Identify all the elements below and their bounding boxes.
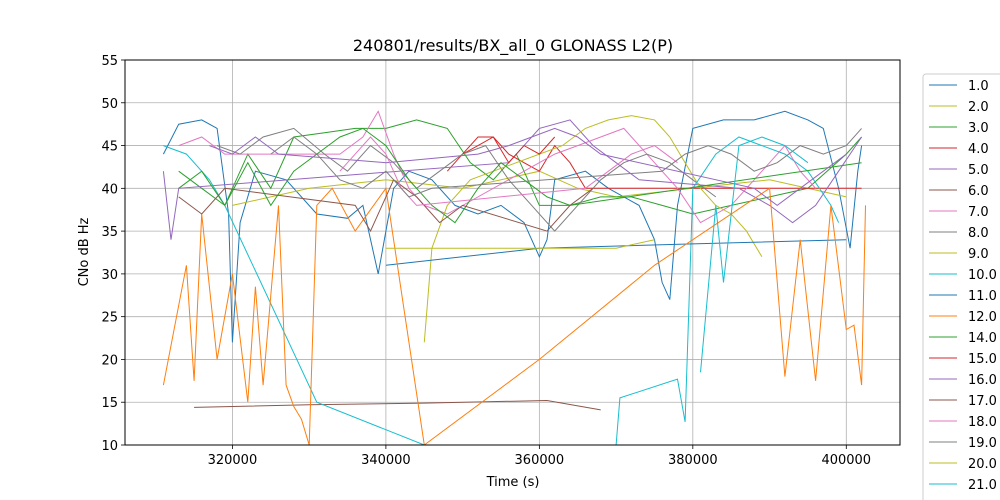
x-tick-label: 400000 [821,453,871,468]
legend-label: 18.0 [968,415,997,430]
legend-label: 3.0 [968,121,989,136]
chart-title: 240801/results/BX_all_0 GLONASS L2(P) [353,36,673,56]
y-tick-label: 40 [101,182,118,197]
legend-label: 7.0 [968,205,989,220]
legend-label: 12.0 [968,310,997,325]
legend-label: 16.0 [968,373,997,388]
x-tick-label: 380000 [668,453,718,468]
y-tick-label: 10 [101,439,118,454]
series-line-5.0 [162,119,863,240]
legend-label: 5.0 [968,163,989,178]
legend-label: 4.0 [968,142,989,157]
series-line-11.0 [385,239,847,266]
series-line-1.0 [162,110,863,343]
y-tick-label: 15 [101,396,118,411]
y-tick-label: 45 [101,140,118,155]
series-layer [162,110,866,445]
series-line-19.0 [270,128,862,198]
series-line-4.0 [446,136,862,189]
y-tick-label: 55 [101,54,118,69]
y-tick-label: 30 [101,268,118,283]
series-line-14.0 [178,127,862,224]
series-line-15.0 [462,136,556,164]
legend-label: 11.0 [968,289,997,304]
legend-label: 15.0 [968,352,997,367]
plot-frame [124,59,901,446]
y-tick-label: 50 [101,97,118,112]
x-tick-label: 320000 [208,453,258,468]
series-line-2.0 [232,170,847,206]
series-line-18.0 [339,136,678,206]
legend-label: 2.0 [968,100,989,115]
legend-label: 8.0 [968,226,989,241]
legend-label: 6.0 [968,184,989,199]
grid [125,59,900,446]
x-tick-label: 360000 [515,453,565,468]
y-tick-label: 25 [101,311,118,326]
series-line-21.0 [700,136,809,373]
x-axis-label: Time (s) [486,475,540,490]
series-line-8.0 [216,127,717,232]
series-line-6.0 [194,399,601,411]
series-line-7.0 [178,110,816,224]
x-tick-label: 340000 [361,453,411,468]
ticks: 320000 340000 360000 380000 400000 10 15 20 25 30… [101,54,871,468]
series-line-12.0 [162,187,866,445]
series-line-17.0 [178,179,594,233]
series-line-16.0 [209,127,847,207]
legend-label: 20.0 [968,457,997,472]
legend-label: 17.0 [968,394,997,409]
legend-label: 14.0 [968,331,997,346]
legend-label: 19.0 [968,436,997,451]
y-tick-label: 20 [101,353,118,368]
y-axis-label: CNo dB Hz [77,217,92,286]
legend: 1.0 2.0 3.0 4.0 5.0 6.0 7.0 8.0 9.0 10.0 11.0 12.0 1… [922,73,1000,500]
legend-label: 10.0 [968,268,997,283]
y-tick-label: 35 [101,225,118,240]
legend-box [922,73,1000,500]
legend-label: 9.0 [968,247,989,262]
series-line-20.0 [385,239,655,249]
legend-label: 1.0 [968,79,989,94]
legend-label: 21.0 [968,478,997,493]
